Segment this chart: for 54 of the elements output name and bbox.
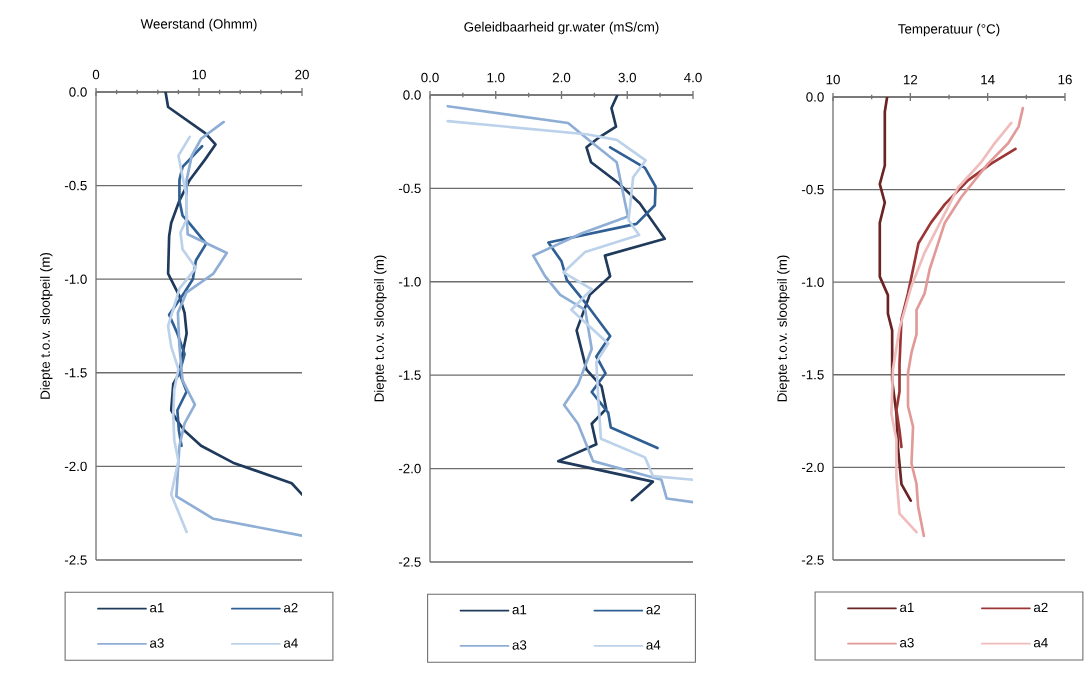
y-tick-label: -1.5 <box>398 370 421 380</box>
legend-label: a2 <box>646 604 661 615</box>
y-tick-label: -0.5 <box>801 184 824 195</box>
y-tick-label: -2.0 <box>398 463 421 474</box>
y-tick-label: -1.5 <box>64 368 87 378</box>
legend-label: a1 <box>512 605 527 615</box>
x-tick-label: 16 <box>1058 74 1072 85</box>
y-tick-label: -1.0 <box>801 277 824 287</box>
y-tick-label: 0.0 <box>403 90 421 100</box>
legend-label: a2 <box>283 603 298 613</box>
x-axis-title: Temperatuur (°C) <box>898 23 1000 37</box>
x-tick-label: 14 <box>981 75 995 85</box>
legend-label: a3 <box>150 638 164 648</box>
x-tick-label: 2.0 <box>552 72 571 83</box>
y-tick-label: -1.0 <box>64 274 87 284</box>
x-axis-title: Geleidbaarheid gr.water (mS/cm) <box>464 21 659 35</box>
line-series <box>166 135 198 534</box>
x-tick-label: 12 <box>903 74 918 85</box>
y-tick-label: -2.5 <box>398 557 421 567</box>
x-tick-label: 3.0 <box>618 72 636 83</box>
line-series <box>906 106 1025 538</box>
y-tick-label: -0.5 <box>64 180 87 191</box>
line-series <box>556 94 667 502</box>
x-tick-label: 0.0 <box>421 72 439 83</box>
x-tick-label: 10 <box>192 69 206 80</box>
legend-label: a3 <box>512 640 527 650</box>
x-tick-label: 1.0 <box>487 72 505 83</box>
y-tick-label: -1.0 <box>398 277 421 287</box>
legend-label: a3 <box>900 637 914 648</box>
y-tick-label: -2.0 <box>801 462 824 473</box>
y-tick-label: -1.5 <box>801 370 824 380</box>
legend-label: a4 <box>1033 638 1048 648</box>
y-tick-label: -2.0 <box>64 461 87 472</box>
y-tick-label: -2.5 <box>801 555 824 565</box>
x-tick-label: 0 <box>92 69 100 80</box>
legend-label: a1 <box>900 602 914 613</box>
y-tick-label: -2.5 <box>64 555 87 565</box>
y-tick-label: 0.0 <box>806 92 824 102</box>
legend-label: a1 <box>150 603 164 613</box>
x-tick-label: 4.0 <box>684 72 702 83</box>
legend-label: a2 <box>1033 602 1048 613</box>
y-axis-title: Diepte t.o.v. slootpeil (m) <box>40 252 53 399</box>
legend-label: a4 <box>646 640 661 650</box>
legend-label: a4 <box>283 638 298 648</box>
x-tick-label: 10 <box>826 74 840 85</box>
line-series <box>547 145 659 450</box>
x-axis-title: Weerstand (Ohmm) <box>140 18 257 32</box>
y-axis-title: Diepte t.o.v. slootpeil (m) <box>777 255 790 402</box>
y-tick-label: -0.5 <box>398 183 421 194</box>
line-series <box>890 121 1013 534</box>
y-tick-label: 0.0 <box>69 87 87 97</box>
x-tick-label: 20 <box>295 69 309 80</box>
line-series <box>175 120 302 537</box>
y-axis-title: Diepte t.o.v. slootpeil (m) <box>374 255 387 402</box>
